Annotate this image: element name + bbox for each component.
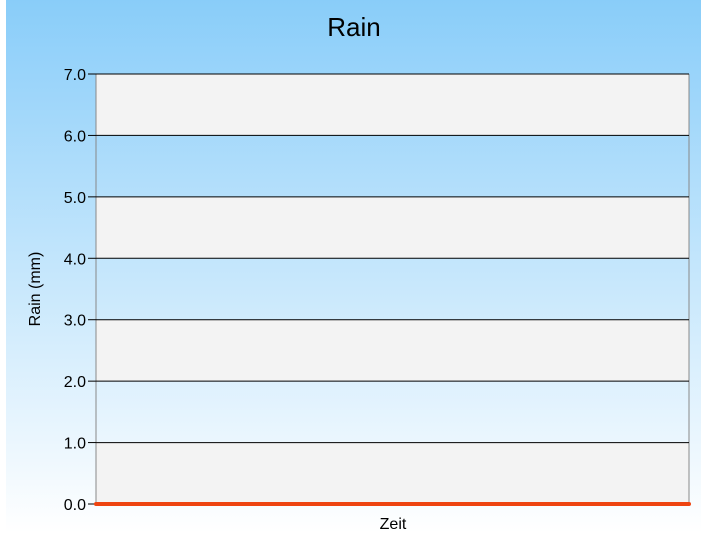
y-tick-label: 2.0 <box>64 374 86 391</box>
x-axis-label: Zeit <box>380 516 407 533</box>
y-tick-label: 0.0 <box>64 497 86 514</box>
chart-title: Rain <box>327 12 380 42</box>
y-tick-label: 5.0 <box>64 190 86 207</box>
y-tick-label: 6.0 <box>64 128 86 145</box>
y-axis-label: Rain (mm) <box>27 252 44 327</box>
y-tick-label: 4.0 <box>64 251 86 268</box>
plot-stripe <box>96 442 689 504</box>
plot-stripe <box>96 196 689 259</box>
plot-stripes <box>96 74 689 504</box>
plot-stripe <box>96 319 689 382</box>
y-tick-label: 3.0 <box>64 313 86 330</box>
y-tick-label: 1.0 <box>64 436 86 453</box>
y-axis-ticks: 0.0 1.0 2.0 3.0 4.0 5.0 6.0 7.0 <box>64 67 96 514</box>
plot-stripe <box>96 74 689 136</box>
y-tick-label: 7.0 <box>64 67 86 84</box>
